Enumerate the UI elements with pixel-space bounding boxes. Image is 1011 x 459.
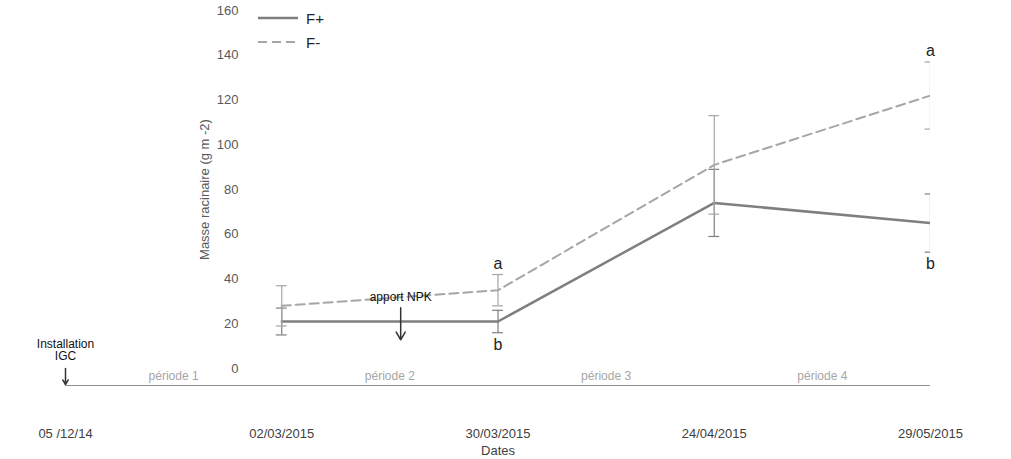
svg-text:période 4: période 4	[797, 369, 847, 383]
svg-text:a: a	[926, 42, 935, 59]
svg-text:20: 20	[224, 316, 238, 331]
svg-text:160: 160	[217, 3, 239, 18]
svg-text:120: 120	[217, 92, 239, 107]
html-text:F+: F+	[306, 9, 324, 27]
svg-text:Dates: Dates	[481, 443, 515, 458]
svg-text:100: 100	[217, 137, 239, 152]
svg-text:période 1: période 1	[149, 369, 199, 383]
svg-text:Masse racinaire (g m -2): Masse racinaire (g m -2)	[197, 119, 212, 260]
svg-text:05 /12/14: 05 /12/14	[38, 426, 92, 441]
svg-text:période 3: période 3	[581, 369, 631, 383]
svg-text:b: b	[494, 336, 503, 353]
svg-text:02/03/2015: 02/03/2015	[249, 426, 314, 441]
svg-text:0: 0	[231, 361, 238, 376]
svg-text:a: a	[494, 255, 503, 272]
svg-text:60: 60	[224, 226, 238, 241]
svg-text:apport NPK: apport NPK	[370, 290, 432, 304]
html-text:F-: F-	[306, 33, 321, 51]
svg-text:40: 40	[224, 271, 238, 286]
svg-text:29/05/2015: 29/05/2015	[898, 426, 963, 441]
svg-text:80: 80	[224, 182, 238, 197]
svg-text:période 2: période 2	[365, 369, 415, 383]
svg-text:24/04/2015: 24/04/2015	[682, 426, 747, 441]
svg-text:InstallationIGC: InstallationIGC	[37, 337, 94, 363]
svg-text:30/03/2015: 30/03/2015	[465, 426, 530, 441]
svg-text:b: b	[926, 255, 935, 272]
svg-text:140: 140	[217, 47, 239, 62]
